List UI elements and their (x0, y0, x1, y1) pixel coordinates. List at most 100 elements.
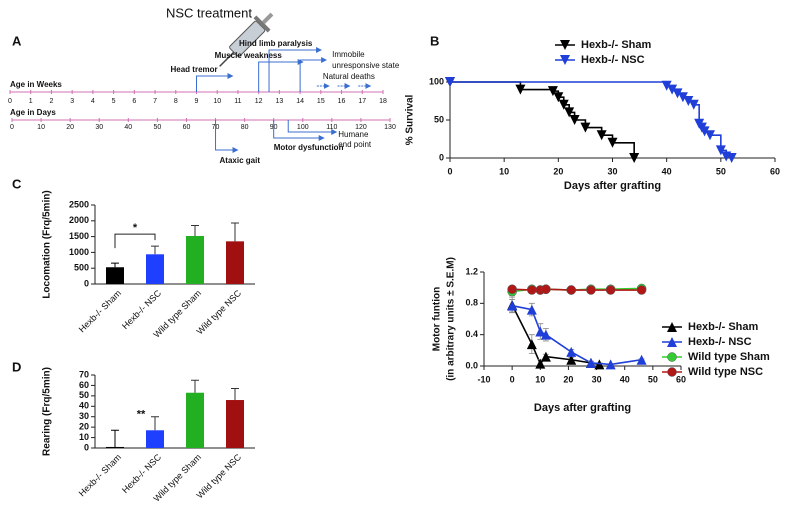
legend-label: Wild type Sham (688, 351, 770, 363)
legend-marker (667, 367, 677, 377)
x-tick-label: Hexb-/- NSC (120, 452, 163, 495)
data-point (688, 99, 699, 110)
y-tick-label: 40 (79, 401, 89, 411)
axis-title: Age in Weeks (10, 80, 62, 89)
tick-label: 1 (29, 98, 33, 105)
syringe-needle (219, 51, 235, 67)
bar (226, 400, 244, 448)
bar (106, 267, 124, 284)
tick-label: 2 (49, 98, 53, 105)
tick-label: 3 (70, 98, 74, 105)
event-arrow (299, 57, 328, 92)
tick-label: 130 (384, 124, 396, 131)
error-bar (231, 222, 239, 242)
x-tick-label: 30 (607, 166, 617, 176)
data-point (569, 115, 580, 125)
y-tick-label: 1000 (69, 247, 89, 257)
y-tick-label: 70 (79, 369, 89, 379)
event-label: Humane (338, 130, 369, 139)
legend-marker (560, 55, 570, 65)
data-point (564, 107, 575, 118)
bar (186, 392, 204, 448)
series-line (450, 81, 733, 158)
legend-label: Hexb-/- Sham (581, 39, 652, 51)
panel-letter: A (12, 33, 22, 48)
syringe-grip (253, 15, 271, 33)
legend-marker (667, 322, 677, 332)
tick-label: 40 (124, 124, 132, 131)
y-tick-label: 500 (74, 263, 89, 273)
syringe (219, 12, 274, 67)
x-tick-label: 40 (620, 374, 630, 384)
x-tick-label: 0 (510, 374, 515, 384)
event-arrow (258, 59, 304, 92)
tick-label: 14 (296, 98, 304, 105)
data-point (677, 92, 688, 103)
data-point (667, 84, 678, 95)
data-point (585, 357, 596, 368)
x-tick-label: 40 (662, 166, 672, 176)
y-axis-title: % Survival (405, 94, 416, 145)
legend-label: Hexb-/- NSC (581, 54, 645, 66)
legend-marker (667, 337, 677, 347)
event-label: Ataxic gait (220, 156, 261, 165)
data-point (540, 351, 551, 362)
tick-label: 8 (174, 98, 178, 105)
y-tick-label: 50 (79, 390, 89, 400)
chart: C 0 500 1000 1500 2000 2500 Locomation (Frq/5mi… (12, 176, 255, 340)
data-point (507, 284, 517, 294)
tick-label: 16 (338, 98, 346, 105)
data-point (699, 126, 710, 137)
tick-label: 10 (213, 98, 221, 105)
y-axis-title: Locomation (Frq/5min) (42, 190, 53, 298)
data-point (715, 145, 726, 156)
bar (226, 241, 244, 284)
tick-label: 100 (297, 124, 309, 131)
data-point (672, 88, 683, 99)
error-bar (151, 245, 159, 255)
y-tick-label: 1.2 (465, 266, 478, 276)
tick-label: 110 (326, 124, 337, 131)
data-point (726, 153, 737, 163)
bar (146, 430, 164, 448)
data-point (445, 77, 455, 87)
y-axis-title: Rearing (Frq/5min) (42, 367, 53, 456)
tick-label: 12 (255, 98, 263, 105)
significance-label: ** (137, 409, 146, 421)
tick-label: 60 (183, 124, 191, 131)
data-point (636, 354, 647, 365)
error-bar (151, 416, 159, 431)
legend-marker (667, 352, 677, 362)
tick-label: 18 (379, 98, 387, 105)
bar (106, 446, 124, 448)
y-axis-title: (in arbitrary units ± S.E.M) (446, 257, 457, 381)
legend-label: Wild type NSC (688, 366, 763, 378)
legend-label: Hexb-/- NSC (688, 336, 752, 348)
y-tick-label: 0.8 (465, 298, 478, 308)
data-point (507, 300, 518, 311)
x-tick-label: 10 (535, 374, 545, 384)
data-point (596, 130, 607, 141)
data-point (535, 358, 546, 369)
x-tick-label: 20 (553, 166, 563, 176)
data-point (683, 96, 694, 106)
legend-label: Hexb-/- Sham (688, 321, 759, 333)
data-point (526, 304, 537, 315)
x-tick-label: 30 (592, 374, 602, 384)
data-point (515, 84, 526, 95)
panel-letter: C (12, 176, 22, 191)
y-tick-label: 50 (434, 114, 444, 124)
y-axis-title: Motor funtion (432, 287, 443, 351)
y-tick-label: 30 (79, 411, 89, 421)
x-tick-label: 0 (447, 166, 452, 176)
event-arrow (287, 120, 338, 135)
data-point (661, 80, 672, 91)
panel-letter: D (12, 359, 21, 374)
event-label: end point (338, 140, 372, 149)
event-label: Hind limb paralysis (239, 39, 313, 48)
significance-label: * (133, 222, 138, 234)
data-point (636, 285, 647, 295)
data-point (580, 122, 591, 133)
data-point (566, 354, 577, 365)
